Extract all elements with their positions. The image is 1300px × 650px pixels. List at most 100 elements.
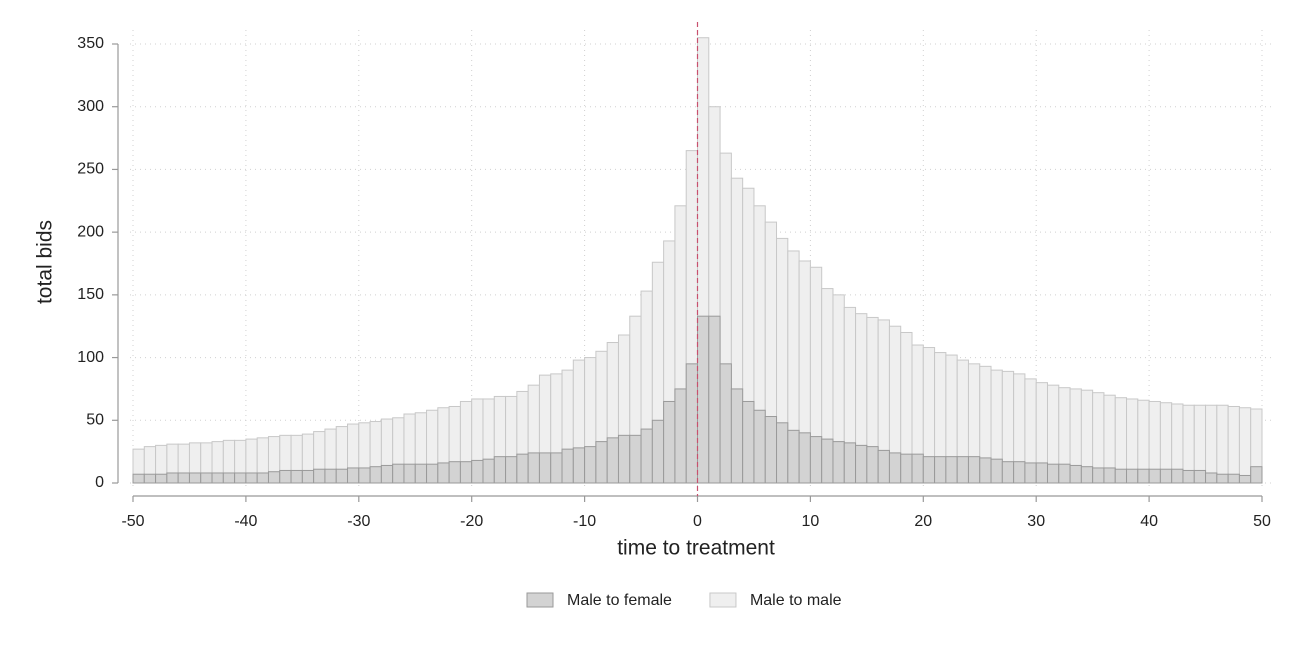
bar: [809, 436, 823, 484]
bar: [1238, 407, 1252, 484]
bar: [821, 438, 834, 484]
bar: [324, 468, 337, 484]
bar: [911, 453, 924, 484]
legend-swatch: [526, 592, 554, 608]
y-axis-label: total bids: [34, 220, 57, 304]
bar: [606, 437, 619, 484]
bar: [945, 456, 958, 484]
bar: [685, 363, 699, 484]
bar: [572, 447, 586, 484]
bar: [1024, 462, 1037, 484]
legend-swatch: [709, 592, 737, 608]
bar: [956, 456, 969, 484]
bar: [471, 459, 484, 484]
bar: [663, 400, 676, 484]
y-tick-label: 350: [77, 35, 104, 52]
bar: [313, 468, 326, 484]
bar: [527, 452, 540, 484]
bar: [414, 463, 428, 484]
bar: [651, 419, 665, 484]
bar: [697, 315, 710, 484]
bar: [934, 456, 947, 484]
bar: [742, 400, 755, 484]
legend-label: Male to male: [750, 592, 842, 609]
bar: [1238, 474, 1252, 484]
legend-label: Male to female: [567, 592, 672, 609]
bar: [967, 456, 981, 484]
bar: [448, 461, 461, 484]
bar: [1227, 473, 1240, 484]
bar: [1205, 472, 1218, 484]
bar: [1001, 461, 1015, 484]
bar: [482, 458, 495, 484]
bar: [200, 472, 213, 484]
y-tick-label: 150: [77, 286, 104, 303]
bar: [426, 463, 439, 484]
bar: [143, 473, 157, 484]
x-tick-label: 50: [1253, 513, 1271, 530]
bar: [922, 456, 936, 484]
bar: [155, 473, 168, 484]
bar: [516, 453, 529, 484]
bar: [1250, 466, 1263, 484]
x-tick-label: 20: [914, 513, 932, 530]
bar: [832, 441, 845, 484]
bar: [855, 444, 868, 484]
bar: [550, 452, 563, 484]
bar: [335, 468, 349, 484]
bar: [177, 472, 190, 484]
bar: [234, 472, 247, 484]
bar: [1092, 467, 1105, 484]
bar: [1171, 468, 1184, 484]
bar: [369, 466, 382, 484]
bar: [640, 428, 653, 484]
bar: [267, 471, 281, 484]
bar: [380, 464, 394, 484]
x-tick-label: -40: [234, 513, 257, 530]
bar: [493, 456, 507, 484]
x-tick-label: -30: [347, 513, 370, 530]
bar: [1227, 405, 1240, 484]
x-tick-label: -10: [573, 513, 596, 530]
bar: [290, 469, 303, 484]
bar: [1205, 404, 1218, 484]
bar: [166, 472, 179, 484]
bar: [1216, 404, 1229, 484]
bar: [392, 463, 405, 484]
bar: [866, 446, 879, 484]
bar: [279, 469, 292, 484]
bar: [1216, 473, 1229, 484]
bar: [776, 422, 789, 484]
bar: [1193, 469, 1207, 484]
bar: [1046, 463, 1060, 484]
y-tick-label: 250: [77, 161, 104, 178]
y-tick-label: 0: [95, 474, 104, 491]
x-tick-label: -50: [121, 513, 144, 530]
bar: [787, 429, 800, 484]
bar: [877, 449, 890, 484]
bar: [1148, 468, 1161, 484]
bar: [403, 463, 416, 484]
bar: [1137, 468, 1150, 484]
bar: [1013, 461, 1026, 484]
bar: [301, 469, 315, 484]
bar: [188, 472, 202, 484]
y-tick-label: 100: [77, 349, 104, 366]
bar: [843, 442, 857, 484]
x-tick-label: 40: [1140, 513, 1158, 530]
bar: [561, 448, 574, 484]
bar: [132, 473, 145, 484]
x-tick-label: 30: [1027, 513, 1045, 530]
bar: [222, 472, 236, 484]
bar: [629, 434, 642, 484]
bar: [437, 462, 450, 484]
bar: [617, 434, 631, 484]
x-tick-label: -20: [460, 513, 483, 530]
bar: [990, 458, 1003, 484]
bar: [900, 453, 913, 484]
bar: [1114, 468, 1128, 484]
bar: [347, 467, 360, 484]
bar: [674, 388, 687, 484]
